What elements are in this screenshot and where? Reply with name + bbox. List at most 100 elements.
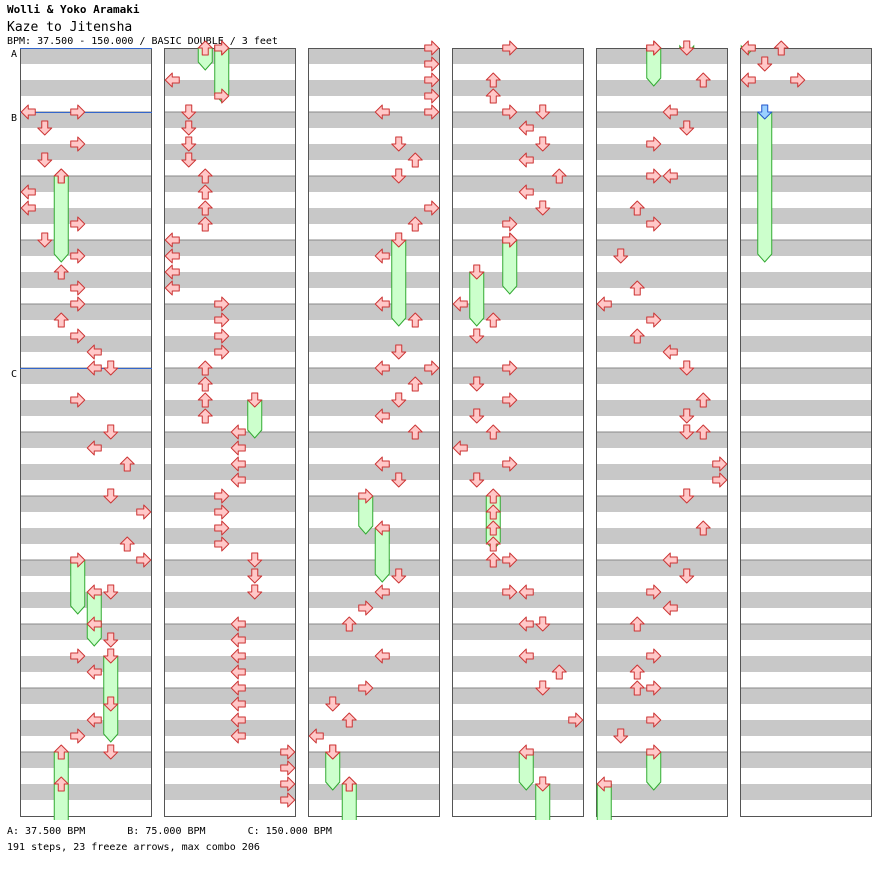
beat-stripe: [740, 752, 872, 768]
step-arrow-down: [469, 472, 485, 488]
beat-stripe: [164, 112, 296, 128]
bpm-marker-label: A: [11, 49, 17, 60]
beat-stripe: [452, 48, 584, 64]
beat-stripe: [20, 752, 152, 768]
step-arrow-down: [679, 488, 695, 504]
step-arrow-right: [70, 648, 86, 664]
step-arrow-right: [358, 680, 374, 696]
beat-stripe: [164, 464, 296, 480]
step-arrow-up: [629, 280, 645, 296]
step-arrow-right: [214, 328, 230, 344]
step-arrow-down: [325, 696, 341, 712]
beat-stripe: [452, 432, 584, 448]
step-arrow-right: [214, 488, 230, 504]
step-arrow-left: [164, 264, 180, 280]
freeze-arrow-body: [391, 239, 407, 327]
bpm-legend-c: C: 150.000 BPM: [247, 826, 332, 837]
beat-stripe: [20, 368, 152, 384]
freeze-arrow-head-right: [358, 488, 374, 504]
beat-stripe: [740, 464, 872, 480]
step-arrow-down: [37, 232, 53, 248]
step-arrow-down: [535, 136, 551, 152]
beat-stripe: [308, 176, 440, 192]
step-arrow-down: [679, 360, 695, 376]
step-arrow-right: [646, 712, 662, 728]
step-arrow-left: [452, 440, 468, 456]
beat-stripe: [596, 272, 728, 288]
step-arrow-down: [181, 120, 197, 136]
beat-stripe: [308, 720, 440, 736]
step-arrow-up: [407, 152, 423, 168]
beat-stripe: [164, 208, 296, 224]
step-arrow-left: [230, 440, 246, 456]
beat-stripe: [740, 528, 872, 544]
beat-stripe: [308, 560, 440, 576]
beat-stripe: [596, 80, 728, 96]
step-arrow-down: [103, 360, 119, 376]
freeze-arrow-head-down: [679, 40, 695, 56]
beat-stripe: [596, 48, 728, 64]
freeze-arrow-head-up: [53, 168, 69, 184]
beat-stripe: [596, 688, 728, 704]
step-arrow-up: [53, 312, 69, 328]
step-arrow-down: [103, 632, 119, 648]
freeze-arrow-head-left: [596, 776, 612, 792]
step-arrow-up: [197, 168, 213, 184]
freeze-arrow-body: [502, 239, 518, 295]
beat-stripe: [596, 720, 728, 736]
step-arrow-up: [629, 680, 645, 696]
step-arrow-right: [712, 472, 728, 488]
freeze-arrow-head-down: [325, 744, 341, 760]
beat-stripe: [740, 400, 872, 416]
beat-stripe: [20, 304, 152, 320]
beat-stripe: [164, 656, 296, 672]
beat-stripe: [596, 208, 728, 224]
beat-stripe: [740, 144, 872, 160]
step-arrow-up: [485, 88, 501, 104]
beat-stripe: [740, 720, 872, 736]
step-arrow-up: [407, 376, 423, 392]
step-arrow-right: [646, 216, 662, 232]
step-arrow-right: [70, 392, 86, 408]
step-arrow-up: [485, 424, 501, 440]
beat-stripe: [596, 368, 728, 384]
beat-stripe: [164, 432, 296, 448]
step-arrow-down: [679, 568, 695, 584]
freeze-arrow-head-right: [646, 744, 662, 760]
step-arrow-up: [407, 424, 423, 440]
beat-stripe: [164, 560, 296, 576]
step-arrow-up: [773, 40, 789, 56]
beat-stripe: [20, 176, 152, 192]
step-arrow-down: [757, 56, 773, 72]
freeze-arrow-head-right: [70, 552, 86, 568]
step-arrow-left: [230, 680, 246, 696]
beat-stripe: [596, 336, 728, 352]
beat-stripe: [20, 80, 152, 96]
beat-stripe: [452, 496, 584, 512]
beat-stripe: [452, 784, 584, 800]
step-arrow-right: [70, 248, 86, 264]
step-arrow-left: [740, 72, 756, 88]
beat-stripe: [308, 112, 440, 128]
column-frame: [596, 48, 728, 817]
step-arrow-left: [230, 424, 246, 440]
beat-stripe: [452, 464, 584, 480]
beat-stripe: [164, 144, 296, 160]
beat-stripe: [452, 176, 584, 192]
step-arrow-down: [679, 408, 695, 424]
step-arrow-up: [197, 392, 213, 408]
step-arrow-left: [374, 584, 390, 600]
step-arrow-right: [70, 728, 86, 744]
step-arrow-left: [662, 168, 678, 184]
step-arrow-left: [230, 648, 246, 664]
step-arrow-right: [502, 552, 518, 568]
step-arrow-left: [518, 120, 534, 136]
step-arrow-right: [790, 72, 806, 88]
step-arrow-right: [70, 136, 86, 152]
step-arrow-left: [86, 616, 102, 632]
step-arrow-up: [197, 376, 213, 392]
step-arrow-right: [214, 312, 230, 328]
beat-stripe: [164, 784, 296, 800]
step-arrow-right: [214, 296, 230, 312]
step-arrow-right: [424, 360, 440, 376]
